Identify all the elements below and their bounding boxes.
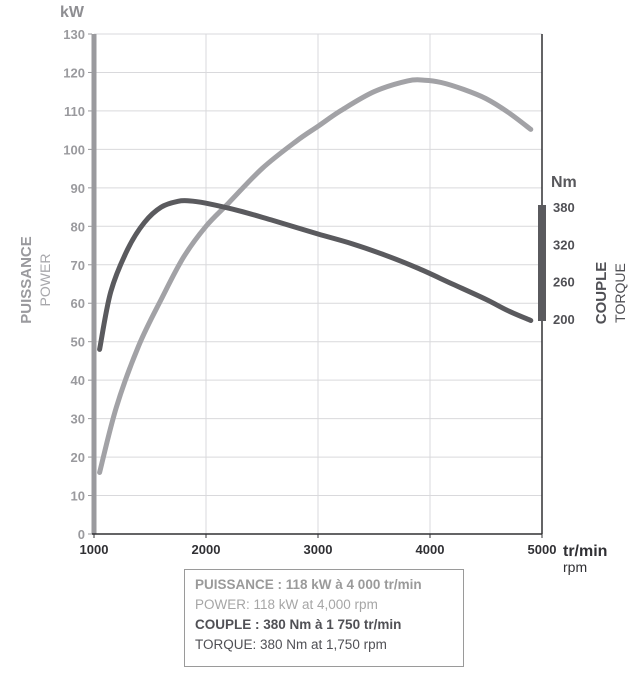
y-tick-label: 130 — [63, 27, 85, 42]
y-tick-label: 20 — [71, 450, 85, 465]
right-axis-unit: Nm — [551, 174, 577, 191]
right-axis-label-secondary: TORQUE — [612, 263, 628, 323]
right-tick-label: 380 — [553, 200, 575, 215]
torque-curve — [97, 198, 534, 352]
x-tick-label: 3000 — [304, 542, 333, 557]
y-tick-label: 70 — [71, 258, 85, 273]
axes: 0 10 20 30 40 50 60 70 80 90 100 110 120 130 1000 2000 3… — [63, 27, 574, 557]
right-tick-label: 200 — [553, 312, 575, 327]
y-tick-label: 0 — [78, 527, 85, 542]
y-tick-label: 30 — [71, 412, 85, 427]
y-tick-label: 40 — [71, 373, 85, 388]
x-axis-unit-primary: tr/min — [563, 543, 607, 560]
grid — [94, 33, 542, 534]
x-tick-label: 5000 — [528, 542, 557, 557]
right-tick-label: 320 — [553, 237, 575, 252]
x-axis-unit-secondary: rpm — [563, 559, 587, 575]
left-axis-unit: kW — [60, 4, 85, 21]
x-tick-label: 1000 — [80, 542, 109, 557]
right-tick-label: 260 — [553, 275, 575, 290]
power-summary-fr: PUISSANCE : 118 kW à 4 000 tr/min — [195, 577, 422, 592]
left-axis-label-secondary: POWER — [37, 254, 53, 307]
power-curve — [97, 77, 534, 475]
x-tick-label: 2000 — [192, 542, 221, 557]
torque-scale-bar — [538, 205, 546, 321]
y-tick-label: 100 — [63, 142, 85, 157]
y-tick-label: 80 — [71, 219, 85, 234]
left-axis-label-primary: PUISSANCE — [18, 236, 35, 324]
series-layer — [97, 77, 534, 475]
x-tick-label: 4000 — [416, 542, 445, 557]
y-tick-label: 110 — [64, 104, 85, 119]
y-tick-label: 90 — [71, 181, 85, 196]
right-axis-label-primary: COUPLE — [593, 262, 610, 325]
torque-summary-fr: COUPLE : 380 Nm à 1 750 tr/min — [195, 617, 402, 632]
spec-summary-box: PUISSANCE : 118 kW à 4 000 tr/min POWER:… — [184, 569, 464, 667]
y-tick-label: 10 — [71, 489, 85, 504]
y-tick-label: 120 — [63, 65, 85, 80]
y-tick-label: 50 — [71, 335, 85, 350]
y-tick-label: 60 — [71, 296, 85, 311]
torque-summary-en: TORQUE: 380 Nm at 1,750 rpm — [195, 637, 387, 652]
power-summary-en: POWER: 118 kW at 4,000 rpm — [195, 597, 378, 612]
